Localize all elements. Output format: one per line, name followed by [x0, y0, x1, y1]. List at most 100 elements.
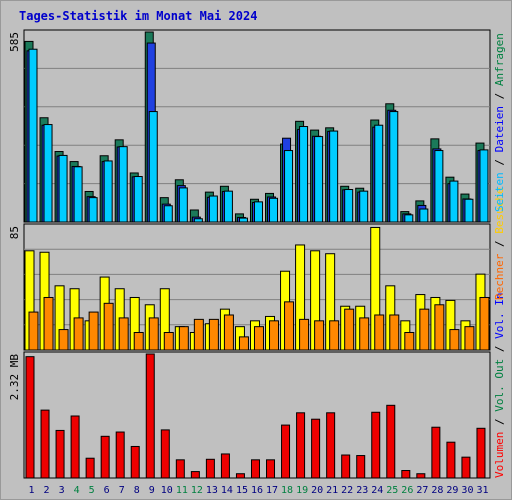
bar-seiten — [178, 187, 188, 223]
bar-seiten — [163, 205, 173, 223]
bar-seiten — [73, 166, 83, 223]
bar-volumen — [55, 429, 65, 479]
legend-dateien: Dateien — [493, 106, 506, 152]
legend-separator: / — [493, 234, 506, 254]
x-tick-label: 4 — [74, 485, 80, 496]
bar-seiten — [284, 150, 294, 223]
legend-separator: / — [493, 152, 506, 172]
bar-rechner — [43, 296, 54, 351]
bar-seiten — [208, 195, 218, 223]
bar-volumen — [235, 473, 245, 479]
bar-rechner — [178, 326, 189, 351]
bar-seiten — [314, 136, 324, 223]
x-tick-label: 7 — [119, 485, 125, 496]
x-tick-label: 29 — [446, 485, 458, 496]
bar-volumen — [431, 426, 441, 479]
bar-volumen — [401, 470, 411, 479]
bar-seiten — [58, 154, 68, 223]
bar-volumen — [281, 424, 291, 479]
bar-volumen — [145, 353, 155, 479]
bar-volumen — [250, 459, 260, 479]
bar-rechner — [284, 301, 295, 351]
y-max-label-bottom: 2.32 MB — [8, 354, 21, 401]
bar-seiten — [434, 150, 444, 223]
x-tick-label: 23 — [356, 485, 368, 496]
legend-besuche: Besuche — [493, 187, 506, 233]
bar-volumen — [190, 471, 200, 479]
x-tick-label: 18 — [281, 485, 293, 496]
bar-seiten — [28, 48, 38, 223]
legend-rechner: Rechner — [493, 253, 506, 300]
x-tick-label: 2 — [44, 485, 50, 496]
bar-seiten — [479, 149, 489, 223]
bar-rechner — [253, 326, 264, 351]
legend-seiten: Seiten — [493, 172, 506, 212]
bar-seiten — [299, 126, 309, 223]
bar-rechner — [434, 304, 445, 351]
bar-volumen — [461, 456, 471, 479]
bar-seiten — [419, 208, 429, 223]
bar-seiten — [329, 130, 339, 223]
bar-seiten — [374, 124, 384, 223]
x-tick-label: 17 — [266, 485, 278, 496]
x-tick-label: 6 — [104, 485, 110, 496]
legend-separator: / — [493, 339, 506, 359]
page-title: Tages-Statistik im Monat Mai 2024 — [19, 9, 258, 23]
x-tick-label: 3 — [59, 485, 65, 496]
bar-volumen — [25, 356, 35, 479]
x-tick-label: 22 — [341, 485, 353, 496]
bar-volumen — [476, 427, 486, 479]
bar-seiten — [43, 124, 53, 223]
bar-rechner — [148, 317, 159, 351]
bar-rechner — [28, 311, 39, 351]
x-tick-label: 8 — [134, 485, 140, 496]
legend-anfragen: Anfragen — [493, 33, 506, 86]
x-tick-label: 5 — [89, 485, 95, 496]
bar-rechner — [269, 320, 280, 351]
bar-volumen — [40, 409, 50, 479]
bar-seiten — [133, 176, 143, 223]
bar-rechner — [464, 326, 475, 351]
bar-rechner — [359, 317, 370, 351]
bar-volumen — [296, 412, 306, 479]
bar-seiten — [118, 146, 128, 223]
bar-volumen — [371, 411, 381, 479]
bar-seiten — [193, 218, 203, 223]
bar-rechner — [208, 318, 219, 351]
bar-volumen — [100, 435, 110, 479]
legend-volumen: Volumen — [493, 432, 506, 478]
bar-rechner — [329, 320, 340, 351]
panel-frame-0 — [23, 29, 491, 223]
legend-requests: Seiten / Dateien / Anfragen — [493, 33, 506, 212]
bar-seiten — [389, 111, 399, 223]
bar-seiten — [88, 197, 98, 223]
bar-rechner — [58, 329, 69, 351]
x-tick-label: 19 — [296, 485, 308, 496]
bar-volumen — [70, 415, 80, 479]
legend-separator: / — [493, 412, 506, 432]
bar-rechner — [404, 331, 415, 351]
bar-volumen — [266, 459, 276, 479]
bar-volumen — [326, 412, 336, 479]
x-tick-label: 24 — [371, 485, 383, 496]
bar-rechner — [389, 314, 400, 351]
bar-rechner — [314, 320, 325, 351]
x-tick-label: 13 — [206, 485, 218, 496]
bar-rechner — [419, 308, 430, 351]
bar-seiten — [103, 160, 113, 223]
bar-rechner — [449, 329, 460, 351]
x-tick-label: 14 — [221, 485, 233, 496]
bar-volumen — [341, 454, 351, 479]
bar-seiten — [449, 180, 459, 223]
bar-rechner — [223, 314, 234, 351]
bar-rechner — [133, 331, 144, 351]
legend-separator: / — [493, 86, 506, 106]
bar-seiten — [464, 198, 474, 223]
bar-seiten — [344, 189, 354, 223]
bar-volumen — [386, 404, 396, 479]
x-tick-label: 9 — [149, 485, 155, 496]
bar-rechner — [73, 317, 84, 351]
bar-rechner — [103, 302, 114, 351]
